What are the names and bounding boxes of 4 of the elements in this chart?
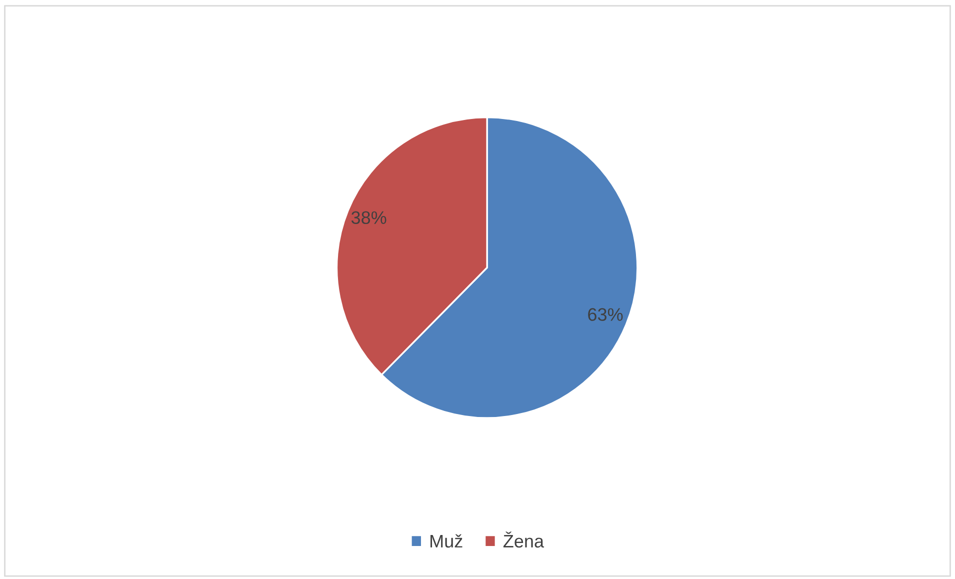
legend-label: Žena: [503, 532, 544, 548]
data-label: 63%: [588, 308, 623, 321]
data-label: 38%: [351, 211, 386, 224]
legend-label: Muž: [430, 534, 462, 548]
